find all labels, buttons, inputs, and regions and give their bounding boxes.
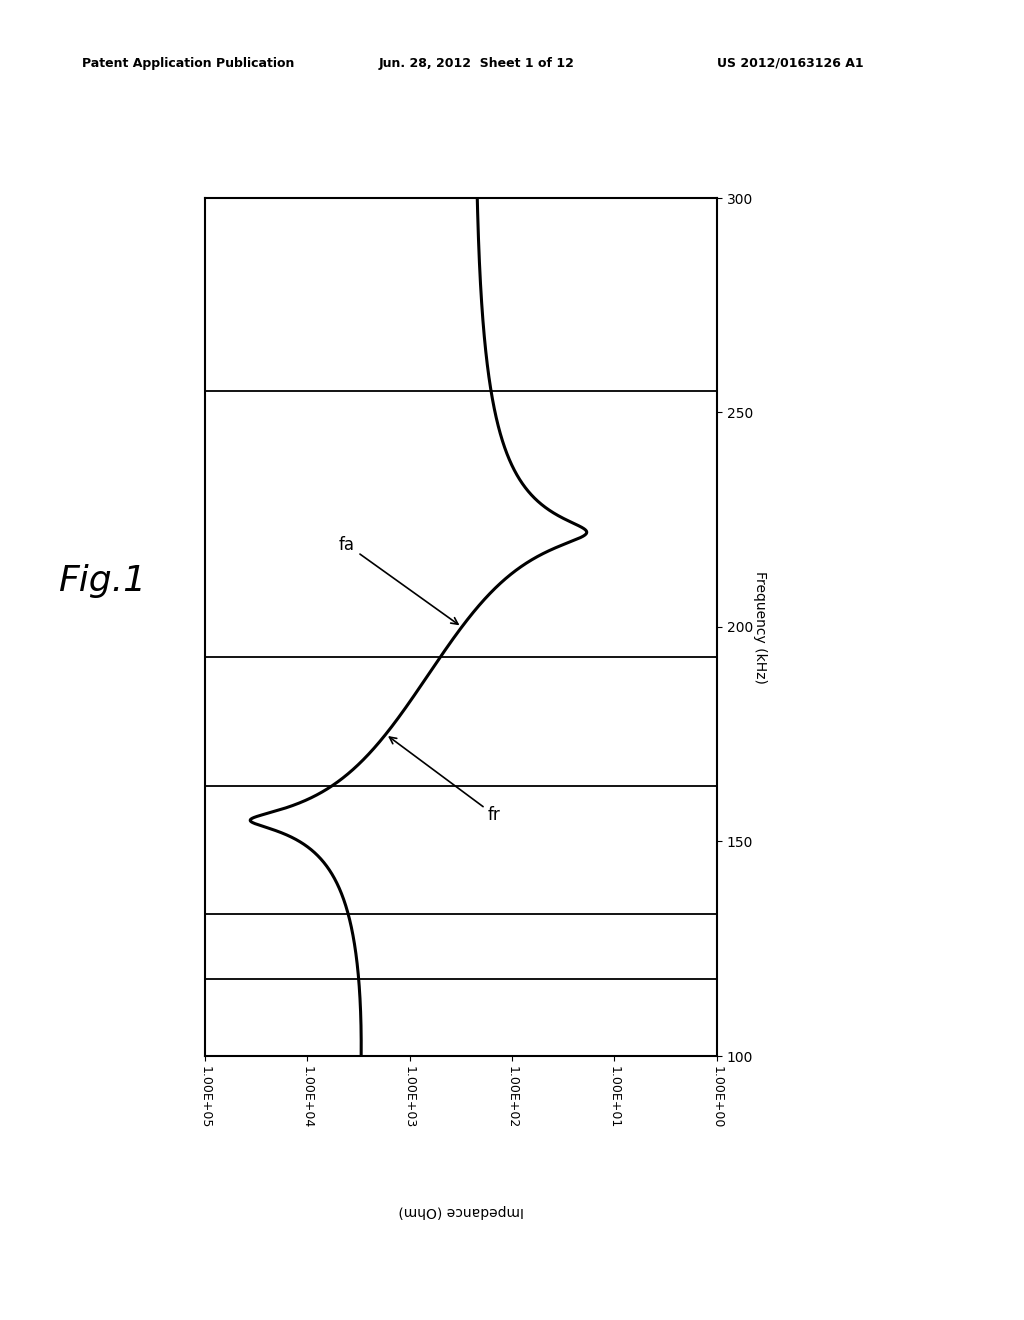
- Text: fr: fr: [389, 737, 501, 824]
- Text: Patent Application Publication: Patent Application Publication: [82, 57, 294, 70]
- Text: US 2012/0163126 A1: US 2012/0163126 A1: [717, 57, 863, 70]
- Text: Fig.1: Fig.1: [58, 564, 146, 598]
- Text: fa: fa: [339, 536, 458, 624]
- X-axis label: Impedance (Ohm): Impedance (Ohm): [398, 1204, 523, 1218]
- Y-axis label: Frequency (kHz): Frequency (kHz): [753, 570, 767, 684]
- Text: Jun. 28, 2012  Sheet 1 of 12: Jun. 28, 2012 Sheet 1 of 12: [379, 57, 574, 70]
